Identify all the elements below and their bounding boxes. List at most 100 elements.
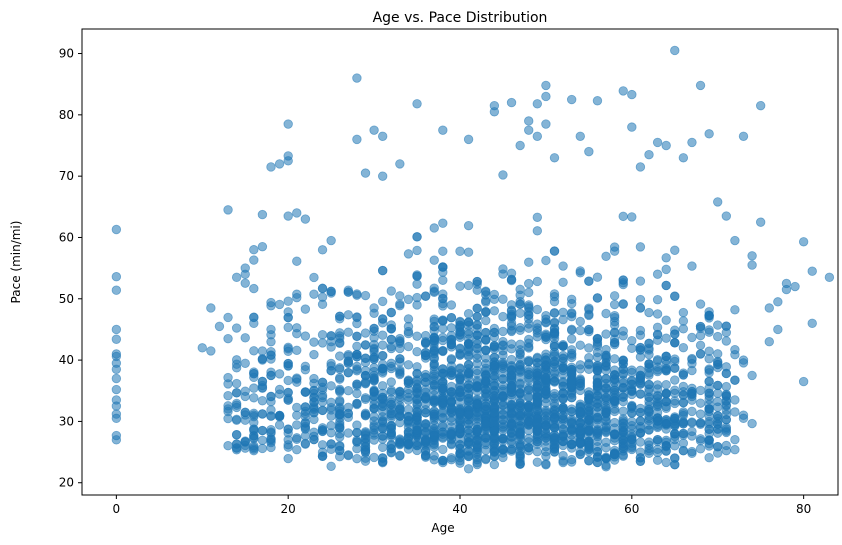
data-point	[292, 345, 302, 356]
data-point	[687, 406, 697, 417]
data-point	[524, 310, 534, 320]
data-point	[704, 424, 714, 434]
data-point	[738, 131, 749, 142]
data-point	[506, 370, 517, 380]
data-point	[377, 351, 388, 361]
data-point	[721, 368, 732, 379]
data-point	[481, 345, 491, 355]
data-point	[403, 388, 414, 399]
data-point	[438, 246, 448, 256]
data-point	[455, 350, 465, 360]
data-point	[429, 223, 439, 233]
data-point	[223, 379, 233, 389]
data-point	[541, 91, 551, 102]
data-point	[455, 452, 465, 463]
data-point	[609, 310, 620, 321]
data-point	[463, 247, 474, 257]
data-point	[481, 384, 491, 395]
data-point	[420, 347, 431, 358]
data-point	[713, 320, 723, 330]
data-point	[695, 398, 706, 408]
data-point	[498, 374, 508, 384]
data-point	[618, 427, 628, 437]
data-point	[446, 300, 457, 310]
data-point	[326, 365, 336, 376]
data-point	[352, 427, 362, 438]
data-point	[463, 419, 474, 429]
data-point	[738, 410, 749, 420]
data-point	[532, 325, 543, 335]
data-point	[438, 218, 448, 228]
data-point	[489, 446, 500, 456]
data-point	[369, 375, 379, 385]
data-point	[670, 385, 680, 395]
data-point	[549, 447, 560, 457]
data-point	[524, 373, 534, 384]
data-point	[489, 391, 500, 401]
data-point	[266, 391, 276, 402]
data-point	[360, 410, 371, 420]
data-point	[352, 289, 362, 299]
data-point	[223, 406, 233, 417]
data-point	[240, 437, 250, 447]
data-point	[747, 370, 757, 381]
data-point	[721, 321, 732, 331]
data-point	[558, 456, 568, 466]
data-point	[386, 448, 396, 458]
data-point	[627, 420, 637, 431]
data-point	[635, 162, 646, 172]
data-point	[214, 321, 225, 332]
data-point	[549, 296, 560, 307]
data-point	[618, 326, 628, 336]
data-point	[687, 426, 697, 437]
data-point	[790, 281, 800, 292]
data-point	[343, 428, 354, 438]
x-tick-label: 40	[452, 502, 467, 516]
data-point	[627, 122, 637, 132]
data-point	[704, 435, 714, 445]
data-point	[231, 430, 242, 440]
data-point	[403, 328, 414, 339]
data-point	[524, 391, 534, 402]
data-point	[618, 211, 628, 222]
data-point	[575, 316, 585, 327]
data-point	[489, 408, 500, 418]
data-point	[438, 364, 448, 374]
data-point	[670, 45, 680, 56]
data-point	[652, 356, 663, 366]
data-point	[481, 286, 491, 296]
data-point	[429, 380, 439, 390]
data-point	[549, 356, 560, 367]
data-point	[111, 364, 122, 375]
data-point	[386, 361, 396, 372]
data-point	[549, 153, 560, 163]
data-point	[601, 329, 611, 339]
data-point	[661, 446, 671, 456]
data-point	[472, 303, 482, 314]
data-point	[472, 320, 482, 330]
data-point	[515, 308, 525, 318]
data-point	[309, 289, 319, 299]
data-point	[455, 281, 465, 291]
data-point	[489, 425, 500, 436]
data-point	[635, 276, 646, 286]
data-point	[403, 360, 414, 370]
data-point	[532, 368, 543, 378]
data-point	[343, 450, 354, 460]
data-point	[412, 279, 422, 289]
data-point	[730, 445, 740, 455]
data-point	[541, 80, 551, 91]
data-point	[429, 409, 439, 419]
data-point	[240, 278, 250, 288]
data-point	[713, 411, 723, 421]
data-point	[266, 337, 276, 347]
data-point	[257, 435, 268, 445]
data-point	[274, 299, 285, 310]
data-point	[429, 430, 439, 441]
data-point	[352, 352, 362, 362]
data-point	[446, 429, 457, 440]
data-point	[300, 304, 311, 314]
x-tick-label: 20	[281, 502, 296, 516]
data-point	[618, 383, 628, 393]
data-point	[111, 373, 122, 384]
